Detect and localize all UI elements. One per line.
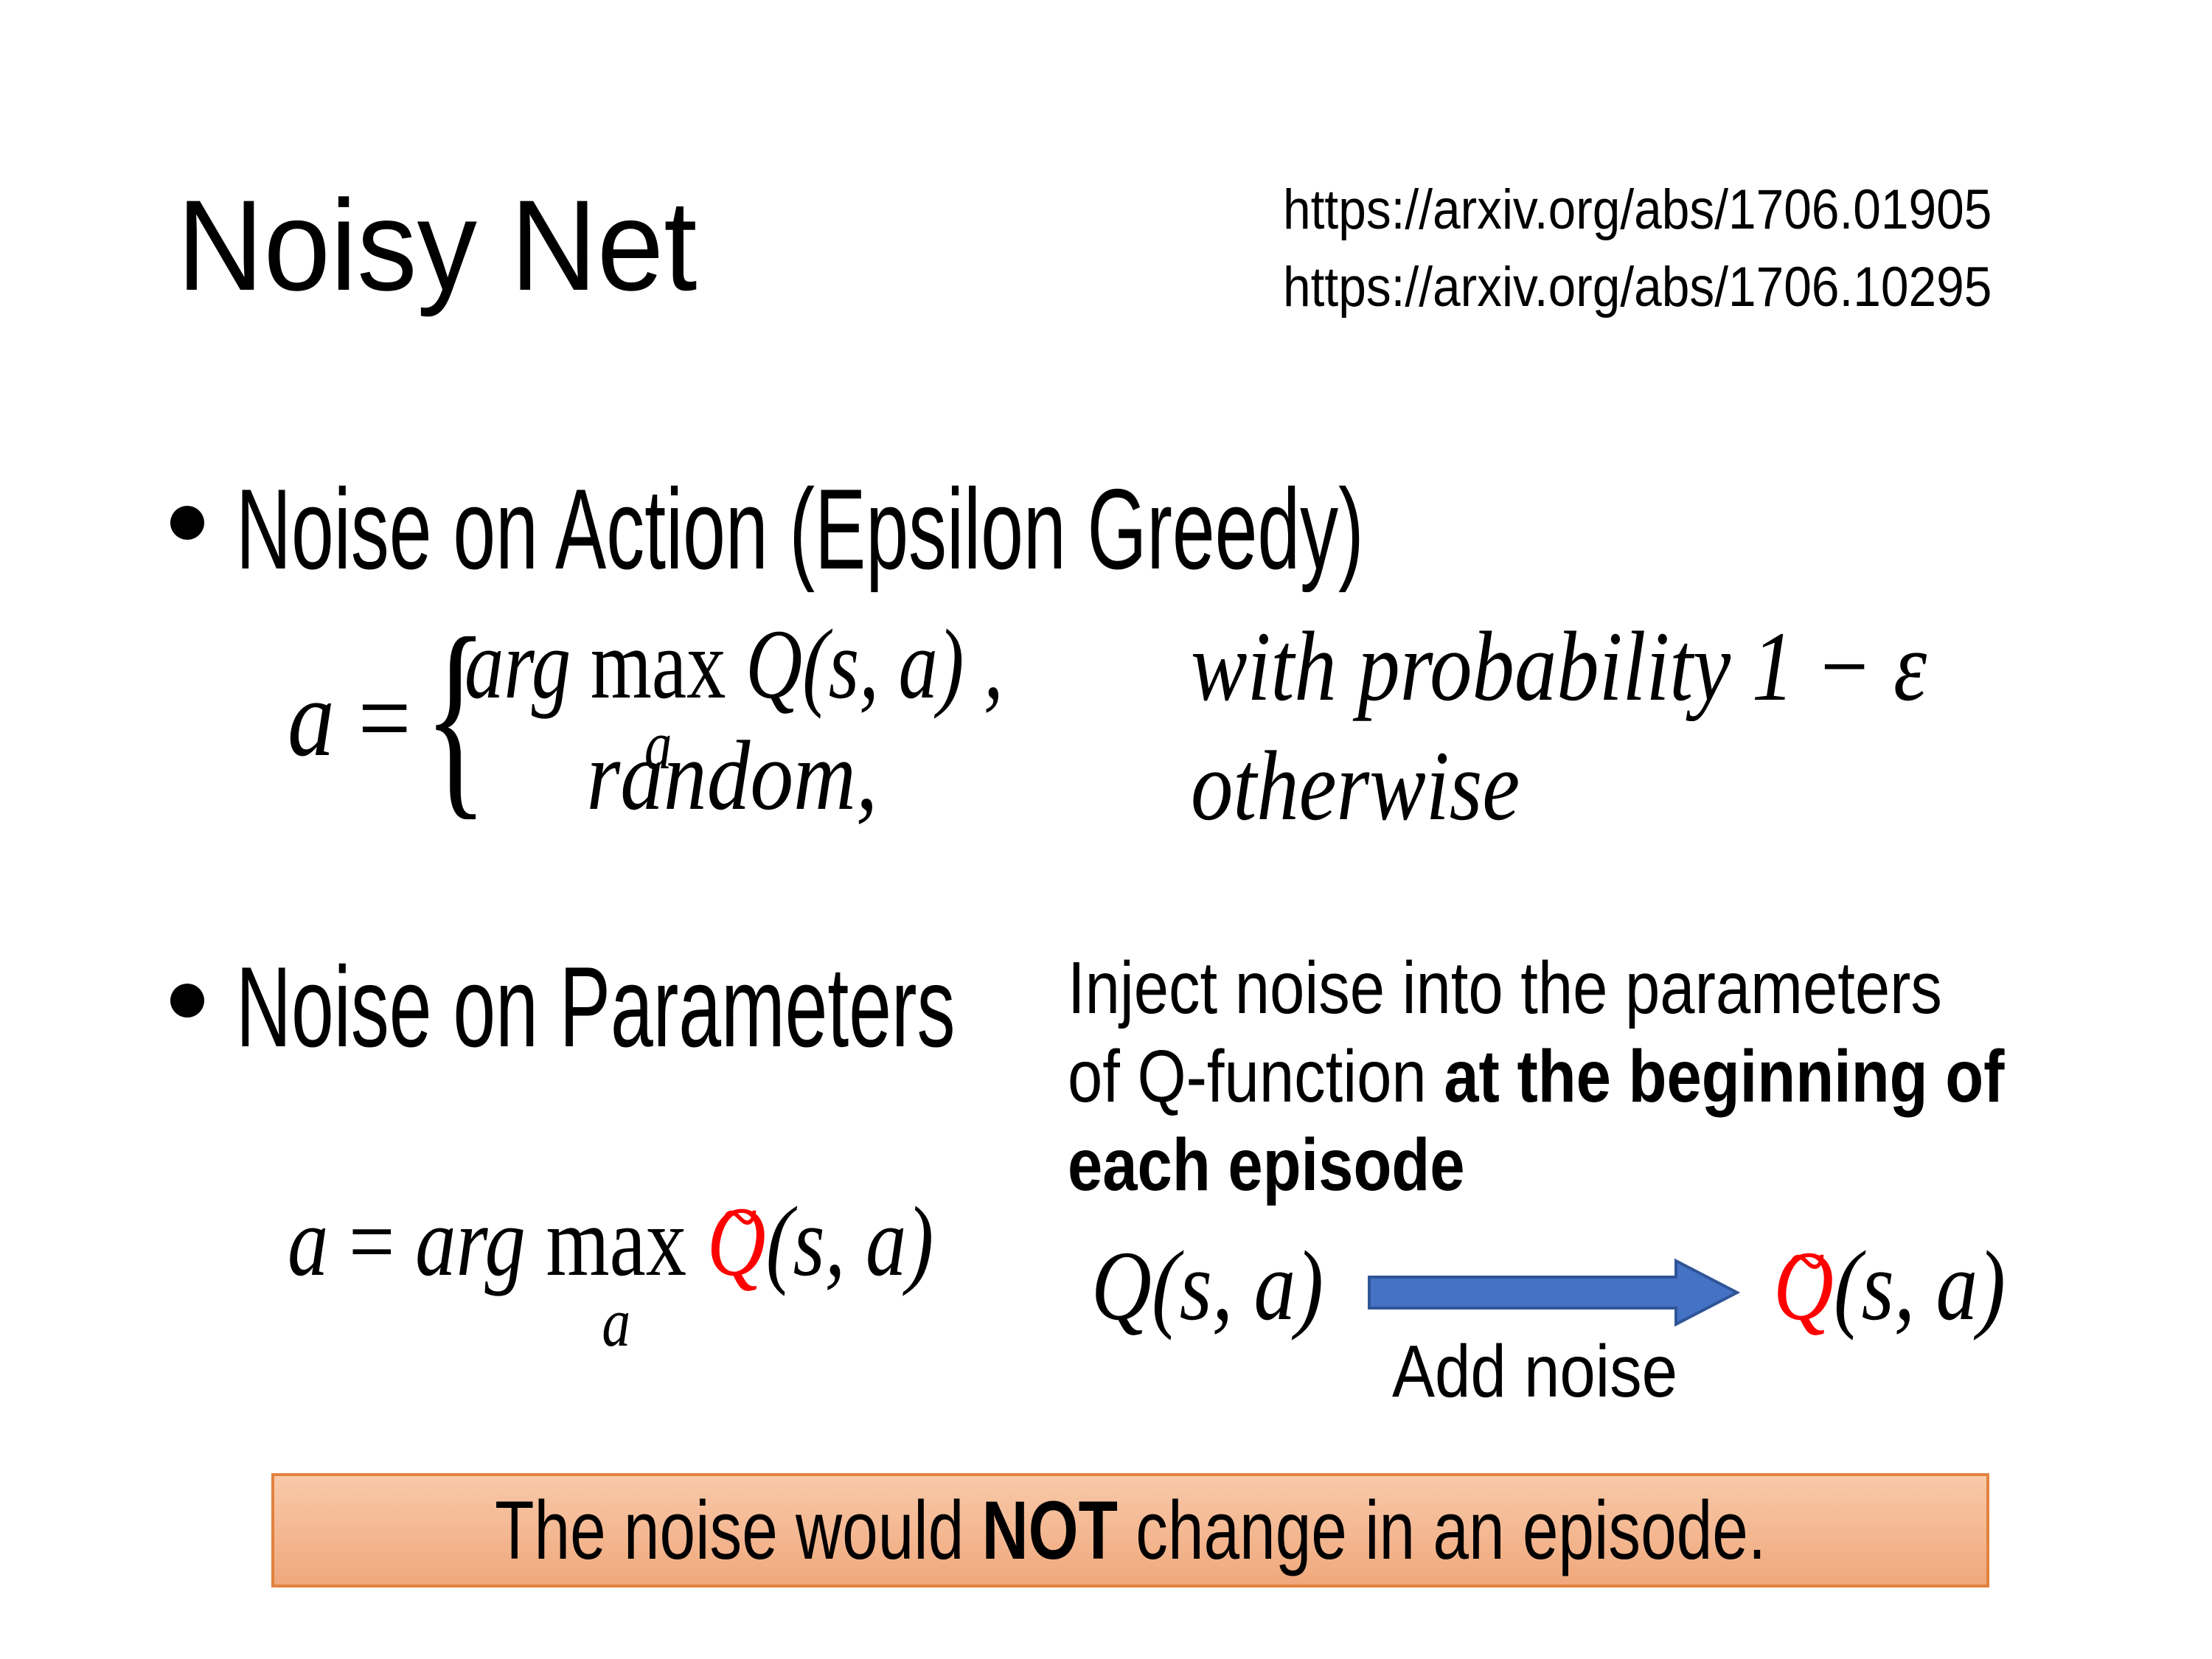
max-operator: max a	[546, 1187, 687, 1361]
bullet-icon	[170, 984, 204, 1018]
page-title-text: Noisy Net	[177, 174, 698, 318]
q-function-before: Q(s, a)	[1091, 1231, 1324, 1341]
note-line-1: Inject noise into the parameters	[1068, 947, 1942, 1029]
formula-case-greedy: arg max a Q(s, a) ,	[465, 610, 1004, 784]
max-operator: max a	[590, 610, 726, 784]
footer-note-text: The noise would NOT change in an episode…	[494, 1484, 1766, 1576]
add-noise-arrow-icon	[1368, 1259, 1740, 1326]
formula-action-lhs: a =	[288, 657, 411, 779]
add-noise-label: Add noise	[1392, 1330, 1677, 1413]
arxiv-link-2: https://arxiv.org/abs/1706.10295	[1283, 256, 1992, 319]
tilde-icon: ~	[1787, 1214, 1826, 1309]
condition-probability: with probability 1 − ε	[1191, 612, 1927, 722]
footer-note-box: The noise would NOT change in an episode…	[271, 1473, 1989, 1587]
bullet-noise-on-action: Noise on Action (Epsilon Greedy)	[236, 465, 1364, 593]
max-subscript: a	[644, 706, 672, 784]
note-line-3: each episode	[1068, 1124, 1465, 1206]
q-function-after: ~ Q(s, a)	[1773, 1214, 2006, 1341]
tilde-icon: ~	[720, 1170, 759, 1265]
curly-brace: {	[424, 593, 488, 838]
inject-noise-note: Inject noise into the parameters of Q-fu…	[1068, 944, 2170, 1209]
formula-case-random: random,	[586, 721, 877, 831]
bullet-icon	[170, 506, 204, 540]
q-tilde-red: ~ Q	[706, 1170, 766, 1297]
page-title: Noisy Net	[177, 181, 737, 310]
condition-otherwise: otherwise	[1191, 731, 1520, 841]
formula-param: a = arg max a ~ Q(s, a)	[288, 1170, 934, 1361]
arxiv-link-1: https://arxiv.org/abs/1706.01905	[1283, 178, 1992, 241]
formula-action-cases: arg max a Q(s, a) , random,	[465, 610, 1004, 831]
max-subscript: a	[602, 1284, 631, 1361]
bullet-noise-on-parameters: Noise on Parameters	[236, 943, 956, 1071]
q-tilde-red: ~ Q	[1773, 1214, 1834, 1341]
note-line-2: of Q-function at the beginning of	[1068, 1035, 2005, 1118]
